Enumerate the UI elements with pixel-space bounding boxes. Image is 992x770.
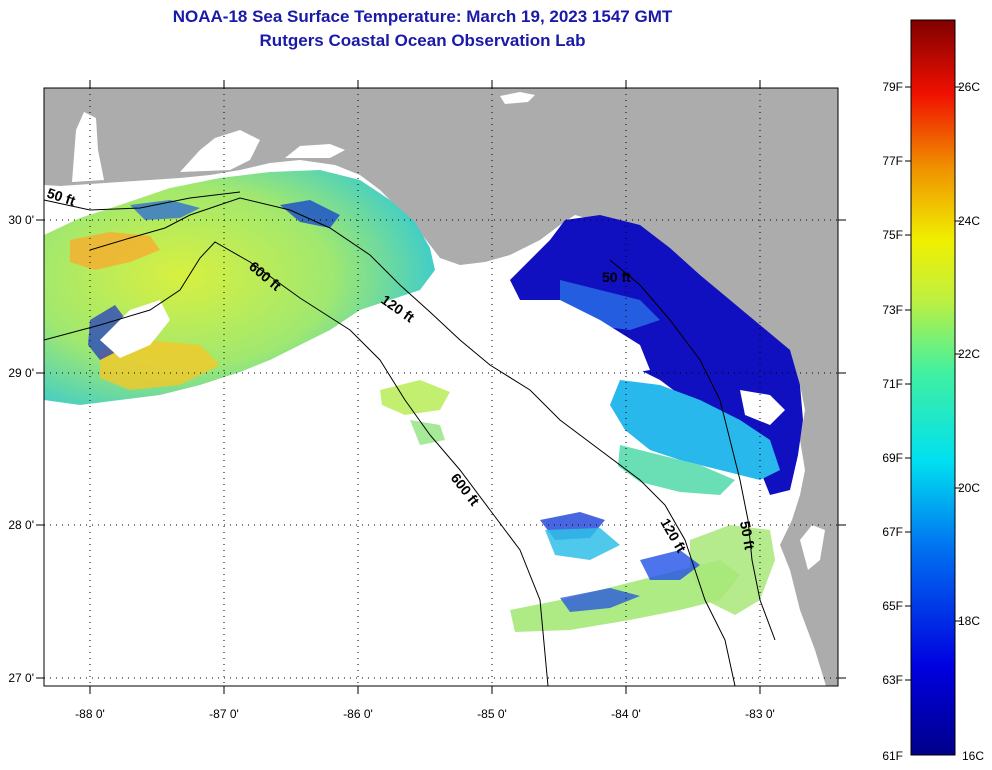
lon-label-87: -87 0' — [209, 707, 239, 721]
map-border — [43, 87, 839, 687]
sst-midgulf-patch-2 — [410, 420, 445, 445]
cbar-f-61: 61F — [882, 749, 903, 763]
contour-120ft — [89, 197, 736, 687]
lat-label-27: 27 0' — [8, 671, 34, 685]
depth-contours — [43, 191, 776, 687]
colorbar — [910, 19, 956, 756]
map-subtitle: Rutgers Coastal Ocean Observation Lab — [259, 31, 586, 50]
cbar-f-71: 71F — [882, 377, 903, 391]
cbar-f-67: 67F — [882, 525, 903, 539]
cbar-f-75: 75F — [882, 228, 903, 242]
pensacola-bay — [180, 130, 260, 172]
cbar-c-22: 22C — [958, 347, 980, 361]
sst-bigbend-gap-2 — [740, 390, 785, 425]
cbar-f-63: 63F — [882, 673, 903, 687]
contour-label-50ft-south: 50 ft — [737, 520, 758, 551]
lon-label-85: -85 0' — [477, 707, 507, 721]
sst-coast-band-south — [690, 525, 775, 615]
sst-coast-blue-south — [640, 550, 700, 580]
cbar-c-16: 16C — [962, 749, 984, 763]
choctawhatchee-bay — [285, 144, 345, 158]
sst-south-cool — [545, 528, 620, 560]
tampa-bay — [800, 525, 825, 570]
contour-label-50ft-bigbend: 50 ft — [602, 269, 631, 285]
sst-southwest-blue — [560, 588, 640, 612]
cbar-c-20: 20C — [958, 481, 980, 495]
lon-label-84: -84 0' — [611, 707, 641, 721]
graticule — [44, 88, 838, 686]
axis-ticks — [36, 80, 846, 694]
sst-big-bend-mid — [618, 445, 735, 495]
lon-label-86: -86 0' — [343, 707, 373, 721]
sst-big-bend-cool — [610, 380, 780, 480]
cbar-c-24: 24C — [958, 214, 980, 228]
contour-50ft-west — [43, 191, 241, 211]
cbar-c-26: 26C — [958, 80, 980, 94]
lat-label-29: 29 0' — [8, 366, 34, 380]
map-title: NOAA-18 Sea Surface Temperature: March 1… — [172, 7, 673, 26]
contour-600ft — [43, 241, 549, 687]
sst-warm-patch — [70, 232, 160, 270]
sst-bigbend-gap — [515, 300, 650, 375]
lon-label-88: -88 0' — [75, 707, 105, 721]
cbar-f-79: 79F — [882, 80, 903, 94]
cbar-c-18: 18C — [958, 614, 980, 628]
cbar-f-65: 65F — [882, 599, 903, 613]
lake-fragment — [500, 92, 535, 104]
sst-data-gap — [100, 300, 170, 358]
lat-label-30: 30 0' — [8, 213, 34, 227]
sst-blue-streak — [130, 200, 200, 220]
lon-label-83: -83 0' — [745, 707, 775, 721]
contour-50ft-east — [609, 259, 776, 641]
cbar-f-77: 77F — [882, 154, 903, 168]
land-mass — [44, 88, 838, 686]
lat-label-28: 28 0' — [8, 518, 34, 532]
colorbar-ticks — [905, 86, 961, 681]
sst-blue-streak-2 — [280, 200, 340, 228]
mobile-bay — [72, 112, 104, 182]
cbar-f-73: 73F — [882, 303, 903, 317]
cbar-f-69: 69F — [882, 451, 903, 465]
